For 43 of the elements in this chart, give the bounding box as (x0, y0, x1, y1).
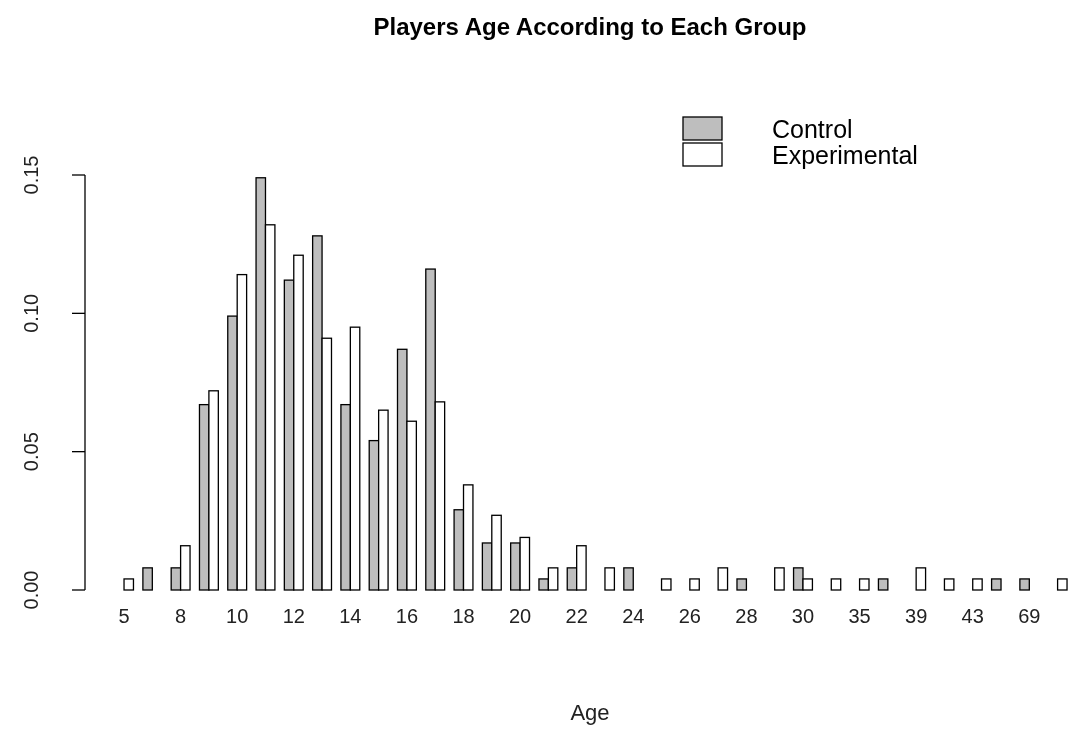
bar (717, 567, 729, 591)
y-tick-label: 0.05 (20, 432, 42, 472)
x-tick-label: 14 (339, 605, 362, 627)
y-tick-label: 0.00 (20, 570, 42, 610)
bar (1019, 578, 1030, 591)
bar (972, 578, 983, 591)
bar (877, 578, 889, 591)
bar (943, 578, 955, 591)
bar (736, 578, 748, 591)
legend-label: Experimental (772, 141, 918, 169)
x-tick-label: 16 (395, 605, 419, 627)
bar (990, 578, 1002, 591)
bar (1056, 578, 1068, 591)
bar (660, 578, 672, 591)
x-axis-title: Age (570, 700, 610, 725)
y-tick-label: 0.15 (20, 155, 42, 195)
legend-label: Control (772, 115, 853, 143)
chart-title: Players Age According to Each Group (373, 13, 807, 40)
bar (123, 578, 135, 591)
x-tick-label: 39 (905, 605, 928, 627)
bar (858, 578, 870, 591)
y-tick-label: 0.10 (20, 293, 42, 333)
x-tick-label: 69 (1018, 605, 1041, 627)
x-tick-label: 28 (735, 605, 758, 627)
x-tick-label: 24 (622, 605, 645, 627)
x-tick-label: 30 (791, 605, 815, 627)
x-tick-label: 10 (226, 605, 249, 627)
x-tick-label: 8 (175, 605, 187, 627)
x-tick-label: 18 (452, 605, 475, 627)
bar (142, 567, 153, 591)
bar (689, 578, 700, 591)
x-tick-label: 35 (848, 605, 871, 627)
bar (604, 567, 616, 591)
x-tick-label: 26 (678, 605, 701, 627)
x-tick-label: 5 (118, 605, 130, 627)
x-tick-label: 20 (508, 605, 532, 627)
x-tick-label: 22 (565, 605, 588, 627)
bar (830, 578, 842, 591)
x-tick-label: 12 (282, 605, 305, 627)
bar (915, 567, 927, 591)
bar (774, 567, 785, 591)
bar (623, 567, 634, 591)
x-tick-label: 43 (961, 605, 984, 627)
